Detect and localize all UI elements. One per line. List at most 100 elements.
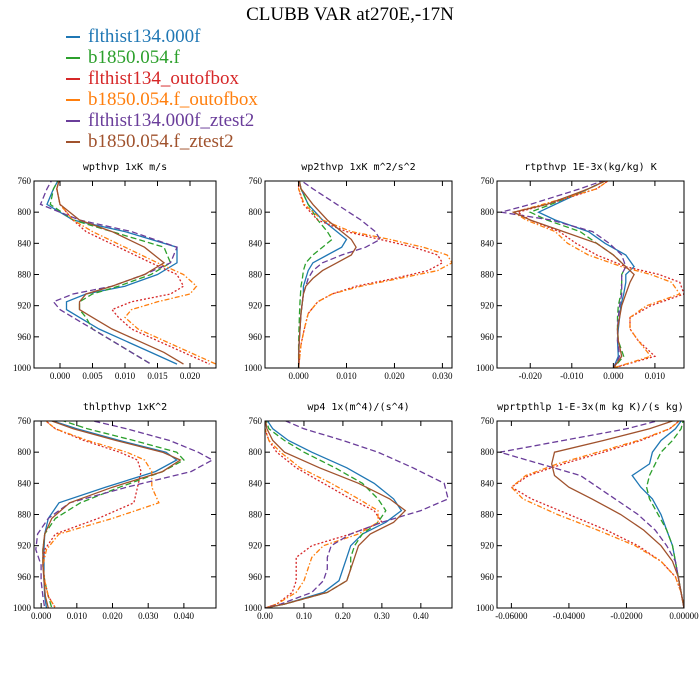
series-line <box>297 181 452 368</box>
plot-frame <box>264 420 453 609</box>
y-tick-label: 760 <box>18 176 32 186</box>
y-tick-label: 840 <box>481 238 495 248</box>
y-tick-label: 920 <box>249 541 263 551</box>
panel-6: wprtpthlp 1-E-3x(m kg K)/(s kg)760 800 840… <box>476 402 699 621</box>
series-line <box>35 421 214 608</box>
series-line <box>528 181 627 368</box>
y-tick-label: 760 <box>481 416 495 426</box>
x-tick-label: 0.015 <box>147 371 168 381</box>
x-tick-label: 0.020 <box>384 371 405 381</box>
y-tick-label: 920 <box>481 301 495 311</box>
x-tick-label: 0.020 <box>180 371 201 381</box>
x-tick-label: 0.040 <box>174 611 195 621</box>
x-tick-label: 0.030 <box>138 611 159 621</box>
panel-title: thlpthvp 1xK^2 <box>83 402 167 413</box>
series-line <box>551 421 684 608</box>
series-line <box>265 421 407 608</box>
legend-label: flthist134.000f_ztest2 <box>88 110 255 131</box>
panel-lines <box>35 421 214 608</box>
legend-item: flthist134_outofbox <box>66 68 258 89</box>
panel-1: wpthvp 1xK m/s 760 800 840 880 920 960 1000 0.00… <box>13 162 217 381</box>
legend-swatch <box>66 56 80 59</box>
x-tick-label: 0.30 <box>374 611 390 621</box>
y-tick-label: 800 <box>249 447 263 457</box>
series-line <box>56 181 216 365</box>
y-tick-label: 920 <box>249 301 263 311</box>
y-tick-label: 800 <box>18 207 32 217</box>
y-tick-label: 1000 <box>13 363 32 373</box>
legend-swatch <box>66 98 80 101</box>
y-tick-label: 1000 <box>476 603 495 613</box>
y-tick-label: 880 <box>18 510 32 520</box>
x-tick-label: 0.010 <box>67 611 88 621</box>
series-line <box>516 181 684 368</box>
y-tick-label: 1000 <box>476 363 495 373</box>
series-line <box>42 421 182 608</box>
series-line <box>511 181 635 368</box>
panel-5: wp4 1x(m^4)/(s^4)76080084088092096010000… <box>244 402 453 621</box>
series-line <box>297 181 333 368</box>
legend-label: b1850.054.f_outofbox <box>88 89 258 110</box>
legend-swatch <box>66 140 80 143</box>
series-line <box>510 421 684 608</box>
y-tick-label: 960 <box>481 332 495 342</box>
y-tick-label: 960 <box>18 572 32 582</box>
panel-4: thlpthvp 1xK^2 760 800 840 880 920 960 10000.00… <box>13 402 217 621</box>
panel-lines <box>39 181 216 365</box>
series-line <box>42 421 160 608</box>
series-line <box>265 421 403 608</box>
y-tick-label: 960 <box>249 332 263 342</box>
legend: flthist134.000f b1850.054.f flthist134_out… <box>66 26 258 152</box>
series-line <box>499 421 684 608</box>
x-tick-label: 0.010 <box>115 371 136 381</box>
y-tick-label: 920 <box>481 541 495 551</box>
x-tick-label: -0.04000 <box>553 611 586 621</box>
series-line <box>56 181 210 365</box>
panel-3: rtpthvp 1E-3x(kg/kg) K 760 800 840 880 920 960… <box>476 162 685 381</box>
x-tick-label: -0.010 <box>560 371 584 381</box>
y-tick-label: 960 <box>18 332 32 342</box>
y-tick-label: 800 <box>481 207 495 217</box>
series-line <box>537 181 635 368</box>
series-line <box>297 181 357 368</box>
legend-label: flthist134_outofbox <box>88 68 239 89</box>
y-tick-label: 880 <box>249 510 263 520</box>
y-tick-label: 960 <box>249 572 263 582</box>
x-tick-label: 0.010 <box>645 371 666 381</box>
legend-label: b1850.054.f_ztest2 <box>88 131 234 152</box>
y-tick-label: 840 <box>481 478 495 488</box>
x-tick-label: 0.000 <box>288 371 309 381</box>
y-tick-label: 800 <box>481 447 495 457</box>
plot-frame <box>496 420 685 609</box>
legend-label: b1850.054.f <box>88 47 180 68</box>
x-tick-label: 0.40 <box>413 611 429 621</box>
x-tick-label: -0.02000 <box>610 611 643 621</box>
panel-title: wprtpthlp 1-E-3x(m kg K)/(s kg) <box>497 402 684 413</box>
y-tick-label: 800 <box>18 447 32 457</box>
panel-title: wp4 1x(m^4)/(s^4) <box>307 402 409 413</box>
panel-lines <box>297 181 452 368</box>
legend-swatch <box>66 119 80 122</box>
legend-item: flthist134.000f_ztest2 <box>66 110 258 131</box>
x-tick-label: 0.010 <box>336 371 357 381</box>
series-line <box>43 421 178 608</box>
x-tick-label: 0.020 <box>102 611 123 621</box>
series-line <box>265 421 379 608</box>
x-tick-label: -0.06000 <box>495 611 528 621</box>
x-tick-label: 0.000 <box>31 611 52 621</box>
legend-swatch <box>66 77 80 80</box>
legend-swatch <box>66 35 80 38</box>
y-tick-label: 1000 <box>244 363 263 373</box>
y-tick-label: 880 <box>18 270 32 280</box>
legend-item: b1850.054.f_ztest2 <box>66 131 258 152</box>
y-tick-label: 1000 <box>244 603 263 613</box>
y-tick-label: 760 <box>249 176 263 186</box>
panel-lines <box>501 181 684 368</box>
legend-item: flthist134.000f <box>66 26 258 47</box>
series-line <box>56 181 184 365</box>
panel-lines <box>499 421 684 608</box>
legend-item: b1850.054.f_outofbox <box>66 89 258 110</box>
panel-title: wpthvp 1xK m/s <box>83 162 167 173</box>
series-line <box>265 421 387 608</box>
